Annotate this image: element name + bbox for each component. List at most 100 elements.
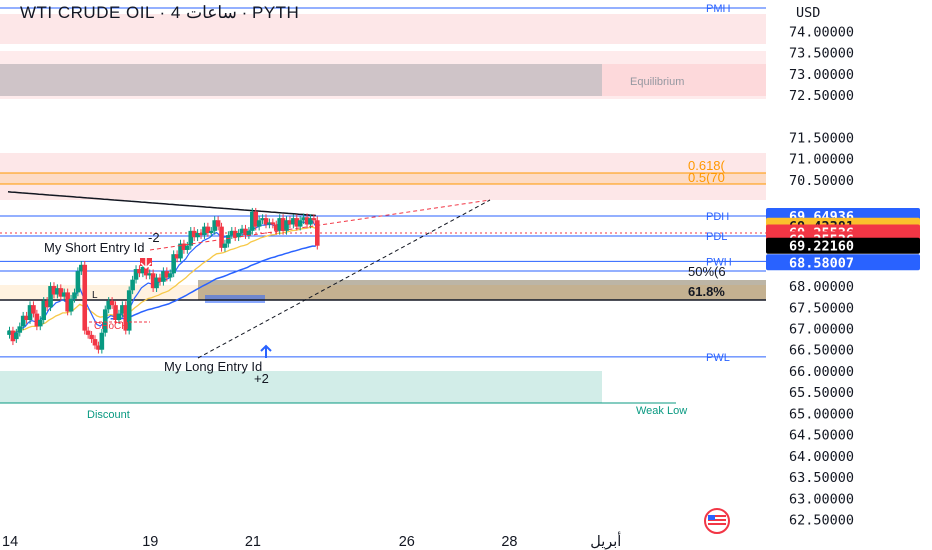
level-label: PDL [706, 231, 727, 243]
discount-zone [0, 371, 602, 403]
candle-body [48, 286, 53, 308]
candle-body [106, 300, 111, 310]
candle-body [161, 271, 166, 282]
level-label: PMH [706, 3, 731, 15]
x-tick-label: 28 [501, 534, 517, 550]
zones-layer [0, 14, 766, 403]
x-tick-label: 14 [2, 534, 18, 550]
candle-body [260, 218, 265, 221]
candle-body [263, 218, 269, 225]
candle-body [109, 300, 115, 306]
y-tick-label: 68.00000 [789, 279, 854, 295]
candle-body [212, 220, 217, 231]
low-marker-label: L [92, 290, 98, 301]
equilibrium-label: Equilibrium [630, 76, 684, 88]
y-tick-label: 64.50000 [789, 428, 854, 444]
candle-body [96, 345, 101, 350]
y-tick-label: 67.50000 [789, 300, 854, 316]
candle-body [20, 315, 26, 327]
fib-618pct-label: 61.8% [688, 284, 725, 299]
equilibrium-zone [0, 64, 602, 96]
candle-body [34, 313, 40, 327]
price-tag-label: 69.22160 [789, 239, 854, 255]
candle-body [7, 330, 12, 335]
candle-body [51, 286, 57, 295]
candle-body [55, 288, 60, 295]
supply-zone-top [0, 14, 766, 44]
candle-body [315, 220, 320, 246]
y-tick-label: 64.00000 [789, 449, 854, 465]
price-axis[interactable]: USD 74.00000 73.50000 73.00000 72.50000 71.5… [789, 5, 854, 529]
long-entry-qty: +2 [254, 371, 269, 386]
candle-body [202, 226, 207, 236]
order-block [198, 280, 766, 300]
candle-body [246, 230, 252, 236]
price-tag-bg [766, 237, 920, 254]
candle-body [239, 228, 245, 233]
candle-body [267, 222, 272, 225]
y-tick-label: 66.00000 [789, 364, 854, 380]
currency-label: USD [796, 5, 820, 21]
candle-body [10, 330, 16, 342]
time-axis[interactable]: 14 19 21 26 28 أبريل [2, 531, 621, 550]
candle-body [31, 305, 36, 314]
candle-body [311, 218, 317, 221]
x-tick-label: 26 [399, 534, 415, 550]
x-tick-label: 19 [142, 534, 158, 550]
candle-body [92, 339, 98, 346]
candle-body [164, 271, 170, 278]
long-entry-block [205, 295, 265, 303]
y-tick-label: 71.00000 [789, 152, 854, 168]
candle-body [226, 235, 231, 244]
level-label: PWH [706, 256, 732, 268]
long-entry-arrow [260, 344, 272, 358]
candles-layer [7, 207, 320, 354]
equilibrium-zone-ext [602, 64, 766, 96]
candle-body [44, 300, 50, 308]
candle-body [140, 266, 146, 274]
chart-title: WTI CRUDE OIL · 4 ساعات · PYTH [20, 3, 299, 22]
candle-body [236, 232, 241, 238]
candle-body [188, 230, 194, 246]
candle-body [171, 254, 176, 274]
candle-body [130, 279, 135, 291]
candle-body [294, 218, 300, 227]
candle-body [208, 230, 214, 233]
candle-body [79, 264, 84, 272]
candle-body [137, 269, 142, 274]
y-tick-label: 62.50000 [789, 513, 854, 529]
candle-body [157, 277, 163, 282]
candle-body [61, 292, 67, 297]
candle-body [253, 211, 259, 227]
ema-200-line [7, 191, 316, 217]
level-label: PWL [706, 352, 730, 364]
fib-50pct-label: 50%(6 [688, 264, 726, 279]
fib-05-label: 0.5(70 [688, 170, 725, 185]
candle-body [133, 269, 139, 280]
candle-body [195, 232, 200, 238]
candle-body [222, 243, 228, 248]
candle-body [89, 334, 94, 340]
candle-body [219, 226, 224, 248]
candle-body [65, 292, 70, 312]
candle-body [243, 228, 248, 236]
candle-body [113, 305, 118, 320]
candle-body [250, 211, 255, 231]
y-tick-label: 66.50000 [789, 343, 854, 359]
levels-layer: PMH PDH PDL PWH PWL [0, 3, 766, 364]
candle-body [37, 320, 43, 327]
y-tick-label: 72.50000 [789, 88, 854, 104]
candle-body [85, 330, 91, 335]
candle-body [280, 218, 286, 231]
candle-body [174, 254, 180, 259]
weak-low-label: Weak Low [636, 405, 687, 417]
candle-body [185, 245, 190, 250]
candle-body [116, 313, 122, 320]
candle-body [14, 332, 19, 340]
y-tick-label: 71.50000 [789, 130, 854, 146]
us-flag-icon[interactable] [704, 508, 730, 534]
x-tick-label: 21 [245, 534, 261, 550]
candle-body [72, 292, 77, 299]
candle-body [68, 298, 74, 312]
